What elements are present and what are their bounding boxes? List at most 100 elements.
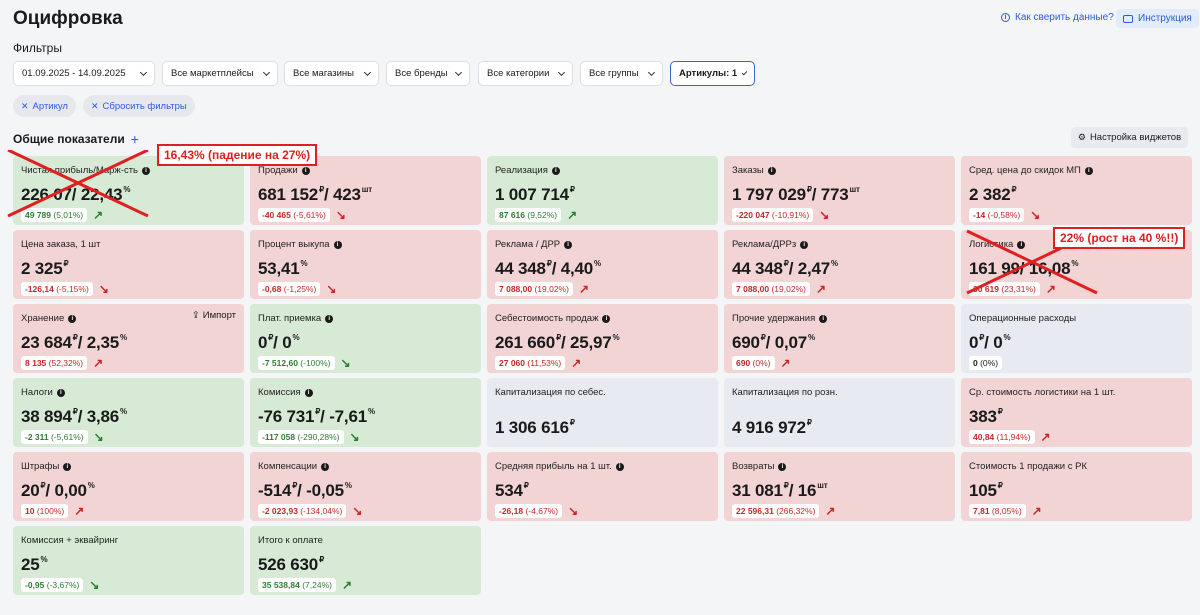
metric-primary-value: 226 07 (21, 185, 72, 204)
group-filter[interactable]: Все группы (580, 61, 663, 86)
metric-card[interactable]: Комиссия + эквайринг 25% -0,95 (-3,67%) ↘ (13, 526, 244, 595)
metric-card[interactable]: Налоги i 38 894₽/ 3,86% -2 311 (-5,61%) ↘ (13, 378, 244, 447)
metric-delta-row: -7 512,60 (-100%) ↘ (258, 356, 473, 370)
metric-card[interactable]: Цена заказа, 1 шт 2 325₽ -126,14 (-5,15%) ↘ (13, 230, 244, 299)
info-icon[interactable]: i (1084, 166, 1093, 175)
info-icon[interactable]: i (142, 166, 150, 175)
info-icon[interactable]: i (1017, 240, 1026, 249)
metric-card[interactable]: Стоимость 1 продажи с РК 105₽ 7,81 (8,05%)… (961, 452, 1192, 521)
metric-card[interactable]: Чистая прибыль/Марж-сть i 226 07/ 22,43% 49… (13, 156, 244, 225)
metric-unit: ₽ (556, 333, 561, 342)
metric-title-label: Стоимость 1 продажи с РК (969, 461, 1088, 472)
articles-filter[interactable]: Артикулы: 1 (670, 61, 755, 86)
trend-down-icon: ↘ (819, 208, 830, 222)
delta-badge: -117 058 (-290,28%) (258, 430, 344, 444)
metric-primary-value: 534 (495, 481, 523, 500)
info-icon[interactable]: i (63, 462, 72, 471)
metric-card[interactable]: Капитализация по розн. 4 916 972₽ (724, 378, 955, 447)
add-icon[interactable]: + (130, 131, 139, 147)
marketplace-filter[interactable]: Все маркетплейсы (162, 61, 278, 86)
instruction-label: Инструкция (1138, 13, 1192, 24)
metric-unit: ₽ (783, 259, 789, 268)
info-icon[interactable]: i (767, 166, 776, 175)
metric-card[interactable]: Ср. стоимость логистики на 1 шт. 383₽ 40,8… (961, 378, 1192, 447)
info-icon[interactable]: i (321, 462, 330, 471)
metric-delta-row: 27 060 (11,53%) ↗ (495, 356, 710, 370)
metric-unit: % (87, 481, 95, 490)
metric-primary-value: 261 660 (495, 333, 556, 352)
help-link[interactable]: i Как сверить данные? (1001, 12, 1114, 23)
metric-card[interactable]: Себестоимость продаж i 261 660₽/ 25,97% 27 … (487, 304, 718, 373)
metric-value: 526 630₽ (258, 550, 473, 575)
metric-secondary-value: / 3,86 (77, 407, 120, 426)
metric-card[interactable]: Реклама / ДРР i 44 348₽/ 4,40% 7 088,00 (19… (487, 230, 718, 299)
info-icon[interactable]: i (800, 240, 809, 249)
metric-card[interactable]: Продажи i 681 152₽/ 423шт -40 465 (-5,61%) ↘ (250, 156, 481, 225)
metric-delta-row: 35 538,84 (7,24%) ↗ (258, 578, 473, 592)
metric-card[interactable]: Прочие удержания i 690₽/ 0,07% 690 (0%) ↗ (724, 304, 955, 373)
metric-title: Цена заказа, 1 шт (21, 238, 236, 251)
metric-card[interactable]: Заказы i 1 797 029₽/ 773шт -220 047 (-10,91… (724, 156, 955, 225)
info-icon[interactable]: i (564, 240, 573, 249)
delta-badge: -220 047 (-10,91%) (732, 208, 814, 222)
widget-settings-button[interactable]: ⚙ Настройка виджетов (1071, 127, 1188, 148)
metric-unit: ₽ (760, 333, 766, 342)
info-icon[interactable]: i (602, 314, 611, 323)
info-icon[interactable]: i (551, 166, 560, 175)
brand-filter[interactable]: Все бренды (386, 61, 470, 86)
delta-amount: -26,18 (499, 506, 524, 516)
metric-card[interactable]: Сред. цена до скидок МП i 2 382₽ -14 (-0,58… (961, 156, 1192, 225)
metric-card[interactable]: Штрафы i 20₽/ 0,00% 10 (100%) ↗ (13, 452, 244, 521)
info-icon[interactable]: i (304, 388, 313, 397)
metric-card[interactable]: Реклама/ДРРз i 44 348₽/ 2,47% 7 088,00 (19,… (724, 230, 955, 299)
metric-card[interactable]: Операционные расходы 0₽/ 0% 0 (0%) (961, 304, 1192, 373)
metric-title-label: Хранение (21, 313, 65, 324)
metric-card[interactable]: Реализация i 1 007 714₽ 87 616 (9,52%) ↗ (487, 156, 718, 225)
metric-value: 1 797 029₽/ 773шт (732, 180, 947, 205)
metric-card[interactable]: Компенсации i -514₽/ -0,05% -2 023,93 (-134… (250, 452, 481, 521)
metric-card[interactable]: Капитализация по себес. 1 306 616₽ (487, 378, 718, 447)
delta-amount: -220 047 (736, 210, 770, 220)
info-icon[interactable]: i (333, 240, 342, 249)
delta-amount: 7 088,00 (499, 284, 533, 294)
metric-card[interactable]: Комиссия i -76 731₽/ -7,61% -117 058 (-290,… (250, 378, 481, 447)
date-range-filter[interactable]: 01.09.2025 - 14.09.2025 (13, 61, 155, 86)
metric-secondary-value: / 2,35 (77, 333, 120, 352)
delta-percent: (-10,91%) (769, 210, 810, 220)
metric-title: Капитализация по себес. (495, 386, 710, 399)
metric-card[interactable]: Плат. приемка i 0₽/ 0% -7 512,60 (-100%) ↘ (250, 304, 481, 373)
reset-filters-chip[interactable]: ✕ Сбросить фильтры (83, 95, 195, 117)
metric-unit: ₽ (319, 555, 324, 564)
chevron-down-icon (363, 68, 372, 76)
page-title: Оцифровка (13, 8, 123, 29)
import-button[interactable]: ⇪ Импорт (192, 310, 236, 321)
info-icon[interactable]: i (615, 462, 624, 471)
trend-up-icon: ↗ (93, 208, 104, 222)
metric-title: Возвраты i (732, 460, 947, 473)
metric-unit: % (1003, 333, 1011, 342)
info-icon[interactable]: i (819, 314, 828, 323)
metric-card[interactable]: Средняя прибыль на 1 шт. i 534₽ -26,18 (-4,… (487, 452, 718, 521)
info-icon[interactable]: i (301, 166, 310, 175)
metric-card[interactable]: Итого к оплате 526 630₽ 35 538,84 (7,24%) ↗ (250, 526, 481, 595)
instruction-button[interactable]: Инструкция (1116, 9, 1199, 28)
metric-delta-row: -126,14 (-5,15%) ↘ (21, 282, 236, 296)
info-icon[interactable]: i (56, 388, 65, 397)
metric-value: 44 348₽/ 4,40% (495, 254, 710, 279)
delta-amount: 10 (25, 506, 35, 516)
metric-title-label: Возвраты (732, 461, 775, 472)
info-icon[interactable]: i (325, 314, 334, 323)
close-icon[interactable]: ✕ (91, 100, 99, 111)
article-chip[interactable]: ✕ Артикул (13, 95, 76, 117)
metric-value: 105₽ (969, 476, 1184, 501)
metric-card[interactable]: Возвраты i 31 081₽/ 16шт 22 596,31 (266,32%… (724, 452, 955, 521)
category-filter[interactable]: Все категории (478, 61, 573, 86)
metric-card[interactable]: Процент выкупа i 53,41% -0,68 (-1,25%) ↘ (250, 230, 481, 299)
metric-title-label: Операционные расходы (969, 313, 1077, 324)
delta-amount: 87 616 (499, 210, 525, 220)
close-icon[interactable]: ✕ (21, 100, 29, 111)
info-icon[interactable]: i (68, 314, 77, 323)
info-icon[interactable]: i (778, 462, 787, 471)
store-filter[interactable]: Все магазины (284, 61, 379, 86)
metric-card[interactable]: Хранение i ⇪ Импорт 23 684₽/ 2,35% 8 135 (52,… (13, 304, 244, 373)
